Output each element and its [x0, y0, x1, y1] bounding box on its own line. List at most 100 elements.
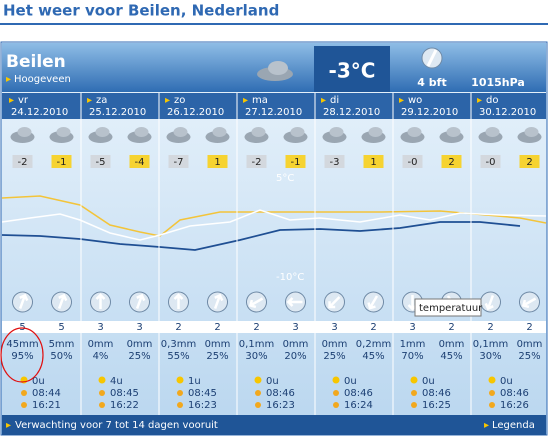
tooltip: temperatuur [419, 303, 483, 314]
weather-icon [88, 127, 113, 143]
current-temperature: -3°C [329, 59, 376, 83]
current-wind: 4 bft [417, 76, 446, 89]
day-name: vr [18, 95, 29, 106]
station-name: Hoogeveen [14, 74, 71, 85]
sunrise: 08:46 [344, 388, 373, 399]
day-date: 25.12.2010 [89, 107, 146, 118]
precipitation: 0,2mm [356, 339, 391, 350]
period-temp: -0 [408, 157, 418, 168]
bullet: ▸ [9, 95, 14, 106]
precipitation: 0mm [439, 339, 465, 350]
sun-hours: 1u [188, 376, 201, 387]
temp-box [441, 155, 462, 168]
period-temp: 2 [448, 157, 454, 168]
day-date: 28.12.2010 [323, 107, 380, 118]
wind-force: 2 [214, 322, 220, 333]
arrow [135, 293, 146, 310]
cloud [17, 127, 32, 137]
cloud [485, 127, 500, 137]
temp-box [51, 155, 72, 168]
sunrise: 08:44 [32, 388, 61, 399]
precipitation: 0mm [517, 339, 543, 350]
legend-link[interactable]: Legenda [492, 420, 535, 431]
day-name: zo [174, 95, 185, 106]
arrow [57, 293, 68, 310]
arrow [248, 297, 264, 309]
current-pressure: 1015hPa [471, 76, 525, 89]
sunrise-icon [333, 390, 339, 396]
location-name: Beilen [6, 52, 66, 72]
period-temp: -3 [330, 157, 340, 168]
period-temp: 2 [526, 157, 532, 168]
sun-icon [176, 376, 184, 384]
long-range-link[interactable]: Verwachting voor 7 tot 14 dagen vooruit [15, 420, 218, 431]
precipitation: 0,3mm [161, 339, 196, 350]
sunrise: 08:46 [422, 388, 451, 399]
period-temp: -5 [96, 157, 106, 168]
sun-hours: 4u [110, 376, 123, 387]
weather-icon [361, 127, 386, 143]
weather-icon [478, 127, 503, 143]
temp-box [90, 155, 111, 168]
sun-hours: 0u [422, 376, 435, 387]
sunset-icon [177, 402, 183, 408]
weather-icon [10, 127, 35, 143]
current-weather-icon [257, 61, 293, 81]
weather-icon [283, 127, 308, 143]
cloud [446, 127, 461, 137]
day-date: 27.12.2010 [245, 107, 302, 118]
precip-chance: 45% [440, 351, 462, 362]
temperature-graph [1, 195, 547, 251]
sunrise-icon [177, 390, 183, 396]
weather-icon [517, 127, 542, 143]
arrow [484, 294, 495, 311]
precipitation: 0mm [127, 339, 153, 350]
cloud [134, 127, 149, 137]
sunset-icon [255, 402, 261, 408]
sunset: 16:23 [188, 400, 217, 411]
precip-chance: 45% [362, 351, 384, 362]
wind-force: 3 [136, 322, 142, 333]
wind-arrow [480, 291, 501, 313]
precipitation: 5mm [49, 339, 75, 350]
temp-box [12, 155, 33, 168]
weather-icon [49, 127, 74, 143]
graph-label-high: 5°C [276, 173, 294, 184]
temp-box [285, 155, 306, 168]
footer-band [2, 415, 546, 435]
sunset: 16:25 [422, 400, 451, 411]
sun-hours: 0u [32, 376, 45, 387]
sun-hours: 0u [500, 376, 513, 387]
bullet: ▸ [87, 95, 92, 106]
wind-force: 2 [526, 322, 532, 333]
wind-arrow [285, 291, 306, 313]
precipitation: 0mm [205, 339, 231, 350]
arrow [286, 297, 303, 307]
wind-band [2, 321, 546, 333]
current-temp-box [314, 46, 390, 92]
arrow [367, 295, 379, 310]
cloud [524, 127, 539, 137]
cloud [212, 127, 227, 137]
precip-chance: 70% [401, 351, 423, 362]
period-temp: -1 [291, 157, 301, 168]
wind-force: 3 [409, 322, 415, 333]
precip-chance: 55% [167, 351, 189, 362]
day-name: ma [252, 95, 268, 106]
cloud [56, 127, 71, 137]
cloud [368, 127, 383, 137]
wind-arrow [12, 291, 33, 313]
temp-box [129, 155, 150, 168]
sun-icon [332, 376, 340, 384]
period-temp: 1 [214, 157, 220, 168]
temp-box [480, 155, 501, 168]
bullet: ▸ [6, 74, 11, 85]
sunrise: 08:45 [110, 388, 139, 399]
sunset-icon [333, 402, 339, 408]
cloud [251, 127, 266, 137]
arrow [521, 297, 537, 309]
cloud [95, 127, 110, 137]
day-date: 30.12.2010 [479, 107, 536, 118]
sunrise-icon [489, 390, 495, 396]
